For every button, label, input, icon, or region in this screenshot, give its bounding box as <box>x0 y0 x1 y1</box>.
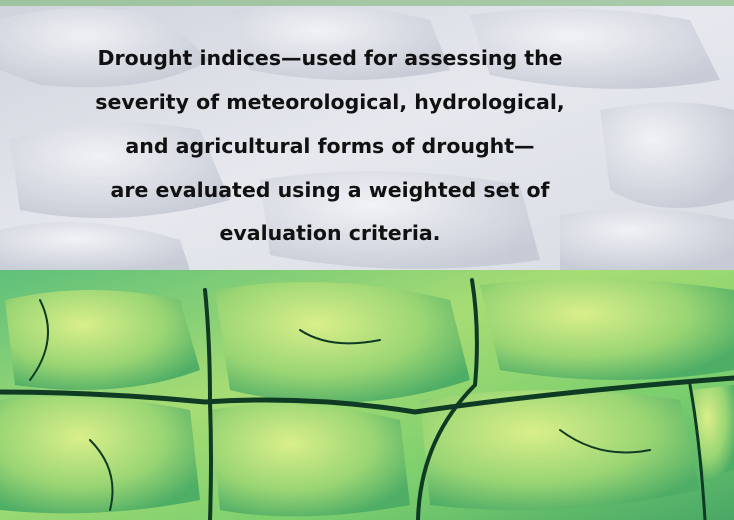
callout-line: severity of meteorological, hydrological… <box>95 90 564 114</box>
pale-slabs <box>0 4 734 270</box>
callout-line: are evaluated using a weighted set of <box>111 178 551 202</box>
cracks <box>0 278 734 520</box>
green-slabs <box>0 278 734 517</box>
callout-line: and agricultural forms of drought— <box>125 134 534 158</box>
callout-line: Drought indices—used for assessing the <box>97 46 562 70</box>
callout-line: evaluation criteria. <box>220 221 441 245</box>
